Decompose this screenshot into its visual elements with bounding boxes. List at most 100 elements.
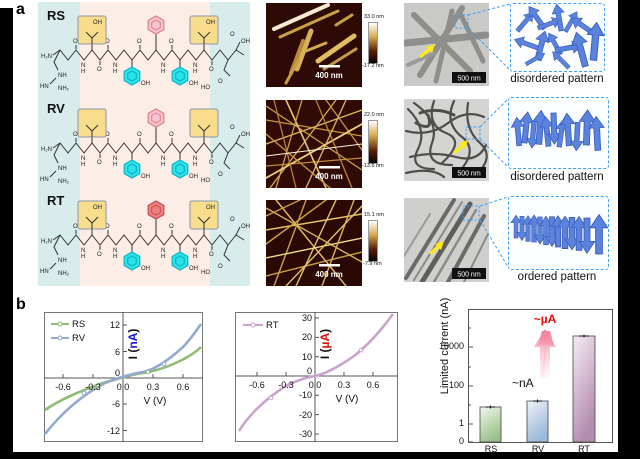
bar-rs [479,406,502,443]
afm-colorbar [368,120,378,164]
bar-rv [526,400,549,443]
bar-ytick-1: 1 [458,418,464,428]
svg-text:-0.3: -0.3 [278,380,294,390]
annotation-na: ~nA [512,376,534,390]
frame-bottom [0,452,640,459]
molecule-name-rs: RS [47,8,65,23]
svg-text:6: 6 [115,347,120,357]
afm-image-rs: 400 nm [266,3,362,87]
svg-text:12: 12 [110,320,120,330]
molecule-structure-rv: RV [40,101,251,186]
tick-marks [256,317,374,435]
y-axis-label: I (nA) [126,329,140,360]
zoom-region-box [465,126,481,140]
svg-text:0: 0 [307,366,312,376]
legend: RT [243,320,279,331]
afm-scale-text: 400 nm [315,172,343,181]
svg-text:10: 10 [302,352,312,362]
svg-text:0.3: 0.3 [338,380,351,390]
bar-ytick-100: 100 [448,380,464,390]
bar-rt [572,335,596,443]
y-tick-labels: 30 20 10 0 -10 -20 -30 [299,313,312,439]
plot-frame [235,312,398,442]
yellow-arrow-icon [428,241,444,256]
y-axis-label: I (µA) [318,329,332,359]
svg-text:-0.3: -0.3 [85,382,101,392]
afm-colorbar [368,220,378,262]
frame-left [0,8,13,459]
rv-curve [44,323,203,435]
pattern-label-rt: ordered pattern [517,271,597,283]
bars [479,334,596,443]
svg-text:OH: OH [206,205,215,211]
afm-image-rt: 400 nm [266,200,362,286]
svg-text:0.0: 0.0 [117,382,130,392]
svg-text:0.6: 0.6 [177,382,190,392]
pattern-schematic-disordered-rv [508,97,609,169]
bar-ytick-10000: 10000 [438,341,464,351]
colorbar-min-label: -17.2 nm [362,63,384,69]
yellow-arrow-icon [418,44,435,59]
svg-text:-30: -30 [299,429,312,439]
tem-scale-text: 500 nm [457,272,481,279]
panel-b-label: b [16,296,26,313]
limited-current-bar-chart: ~nA ~µA [468,309,613,443]
svg-text:0.0: 0.0 [309,380,322,390]
afm-scale-text: 400 nm [315,270,343,279]
molecule-name-rt: RT [47,193,64,208]
afm-colorbar [368,22,378,64]
tem-scale-text: 500 nm [457,171,481,178]
svg-text:OH: OH [206,20,215,26]
x-tick-labels: -0.6 -0.3 0.0 0.3 0.6 [55,382,189,392]
pattern-label-rs: disordered pattern [510,73,604,85]
legend-label-rv: RV [72,333,86,344]
afm-scale-text: 400 nm [315,71,343,80]
legend-label-rt: RT [266,320,279,331]
panel-a-label: a [16,1,25,18]
molecule-name-rv: RV [47,101,65,116]
svg-text:0.3: 0.3 [147,382,160,392]
legend: RS RV [51,319,86,344]
tem-scale-text: 500 nm [457,76,481,83]
bar-category-rs: RS [484,444,498,454]
phe-ring [147,15,165,35]
svg-text:-20: -20 [299,410,312,420]
pattern-label-rv: disordered pattern [510,171,604,183]
increase-arrow-icon [534,329,556,379]
bar-ytick-0: 0 [458,436,464,446]
tick-marks [468,327,473,443]
svg-text:0.6: 0.6 [367,380,380,390]
phe-ring [147,200,165,220]
tick-marks [62,324,184,431]
tem-scale-box [452,268,486,279]
tem-image-rv: 500 nm [404,99,489,181]
zoom-connector-lines [467,3,511,268]
tem-scale-box [452,167,486,178]
colorbar-max-label: 33.0 nm [364,14,384,20]
svg-text:0: 0 [115,368,120,378]
yellow-arrow-icon [452,140,468,155]
phe-ring [147,108,165,128]
iv-plot-rs-rv: RS RV 12 6 0 -6 -12 -0.6 -0.3 0.0 0.3 0.… [44,312,203,442]
pattern-schematic-ordered-rt [508,196,609,270]
svg-text:30: 30 [302,313,312,323]
frame-right [618,0,640,459]
svg-text:20: 20 [302,332,312,342]
svg-text:-10: -10 [299,390,312,400]
x-axis-label: V (V) [144,396,167,407]
rt-curve [237,313,395,432]
svg-text:-0.6: -0.6 [249,380,265,390]
svg-text:-0.6: -0.6 [55,382,71,392]
x-axis-label: V (V) [336,394,359,405]
svg-text:-6: -6 [112,399,120,409]
afm-scale-bar [319,65,340,68]
tem-image-rt: 500 nm [404,198,489,282]
error-bars [486,334,589,409]
tem-image-rs: 500 nm [404,3,489,86]
afm-image-rv: 400 nm [266,100,362,188]
x-tick-labels: -0.6 -0.3 0.0 0.3 0.6 [249,380,379,390]
bar-category-rt: RT [578,444,590,454]
zoom-region-box [454,14,469,29]
svg-text:OH: OH [93,20,102,26]
